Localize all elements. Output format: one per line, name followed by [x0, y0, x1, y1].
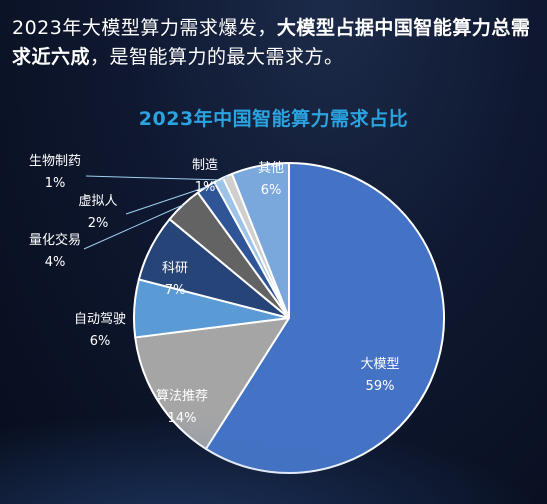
slice-value-4: 7% [165, 283, 186, 298]
slice-label-2: 算法推荐 [156, 389, 208, 404]
slice-value-8: 1% [195, 180, 216, 195]
headline-highlight: 大模型占据中国智能算力总需求近六成 [12, 17, 531, 68]
headline-part-1: 2023年大模型算力需求爆发， [12, 17, 277, 39]
slice-value-7: 1% [45, 176, 66, 191]
slice-value-5: 4% [45, 255, 66, 270]
slice-value-2: 14% [168, 411, 197, 426]
slice-value-9: 6% [261, 183, 282, 198]
chart-title: 2023年中国智能算力需求占比 [138, 108, 409, 130]
headline: 2023年大模型算力需求爆发，大模型占据中国智能算力总需求近六成，是智能算力的最… [12, 14, 544, 72]
leader-line-5 [83, 204, 184, 250]
slice-label-3: 自动驾驶 [74, 312, 126, 327]
slice-label-6: 虚拟人 [78, 194, 117, 209]
slice-label-5: 量化交易 [29, 232, 81, 248]
pie-slice-9 [230, 162, 290, 319]
leader-line-8 [214, 175, 228, 186]
slice-label-7: 生物制药 [29, 154, 81, 169]
slice-label-8: 制造 [192, 158, 218, 173]
headline-part-3: ，是智能算力的最大需求方。 [90, 46, 344, 68]
slice-value-1: 59% [366, 379, 395, 394]
pie-slice-1 [204, 162, 445, 474]
pie-slice-2 [134, 317, 290, 450]
slice-value-6: 2% [88, 216, 109, 231]
leader-line-6 [125, 186, 207, 215]
leader-line-7 [85, 175, 219, 181]
slice-value-3: 6% [90, 334, 111, 349]
slice-label-9: 其他 [258, 161, 284, 176]
slice-label-4: 科研 [162, 261, 188, 276]
slice-label-1: 大模型 [360, 357, 399, 372]
